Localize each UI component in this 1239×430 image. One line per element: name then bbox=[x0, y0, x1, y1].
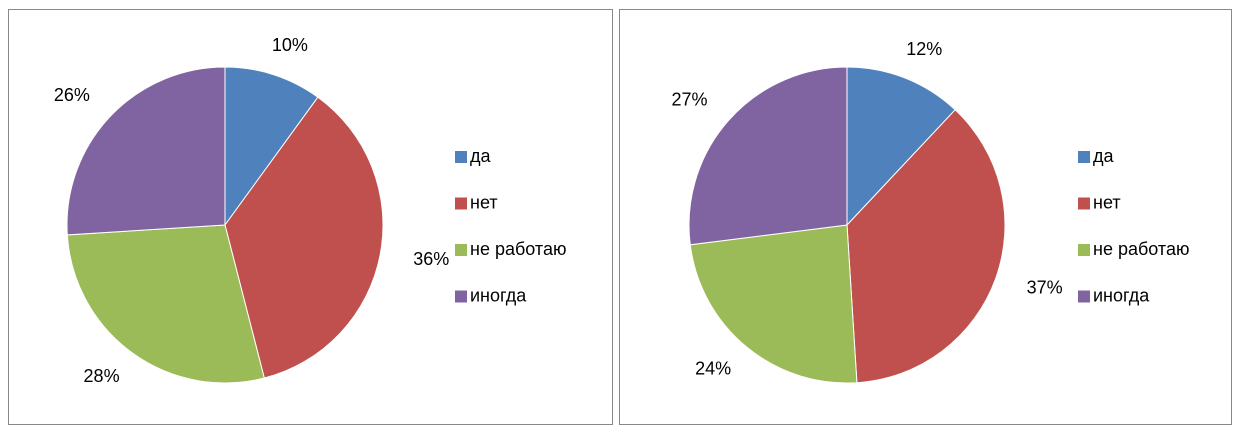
pie-slice bbox=[224, 96, 384, 379]
data-label: 36% bbox=[413, 249, 449, 269]
pie-slice bbox=[689, 224, 858, 384]
pie-slice bbox=[846, 66, 956, 227]
legend-swatch bbox=[1078, 244, 1090, 256]
data-label: 24% bbox=[695, 359, 731, 379]
legend-label: нет bbox=[1093, 192, 1121, 212]
data-label: 10% bbox=[272, 35, 308, 55]
legend-label: не работаю bbox=[470, 239, 566, 259]
legend-swatch bbox=[1078, 151, 1090, 163]
legend-swatch bbox=[455, 151, 467, 163]
legend-label: иногда bbox=[1093, 285, 1150, 305]
pie-slice bbox=[66, 66, 226, 236]
data-label: 28% bbox=[84, 366, 120, 386]
pie-slice bbox=[66, 224, 265, 384]
legend-swatch bbox=[455, 244, 467, 256]
legend-swatch bbox=[455, 290, 467, 303]
legend-label: да bbox=[1093, 146, 1115, 166]
pie-slice bbox=[846, 109, 1006, 384]
data-label: 37% bbox=[1027, 277, 1063, 297]
legend-label: иногда bbox=[470, 285, 527, 305]
pie-slice bbox=[224, 66, 319, 227]
data-label: 26% bbox=[54, 85, 90, 105]
data-label: 27% bbox=[671, 89, 707, 109]
legend-label: не работаю bbox=[1093, 239, 1189, 259]
pie-slice bbox=[688, 66, 848, 246]
legend-label: нет bbox=[470, 192, 498, 212]
legend-swatch bbox=[455, 197, 467, 210]
legend-swatch bbox=[1078, 197, 1090, 210]
legend-swatch bbox=[1078, 290, 1090, 303]
legend-label: да bbox=[470, 146, 492, 166]
data-label: 12% bbox=[906, 39, 942, 59]
